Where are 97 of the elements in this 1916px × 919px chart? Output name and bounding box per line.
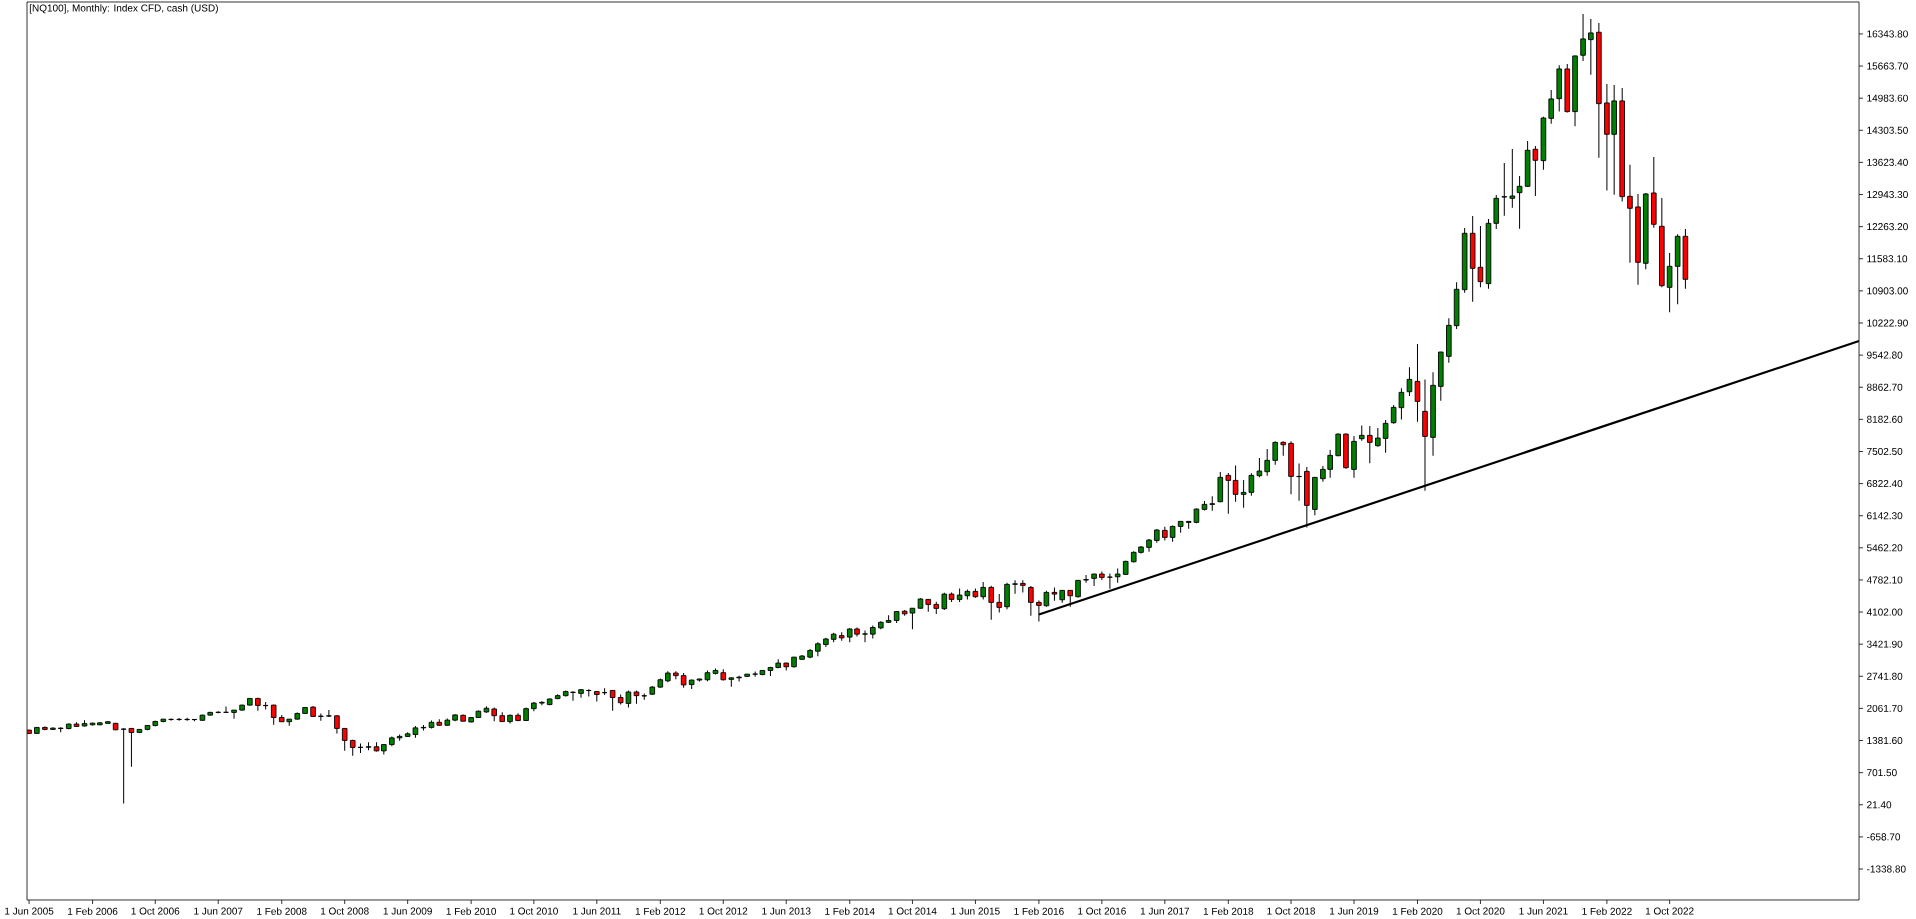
candlestick (673, 670, 679, 680)
y-tick-label: 8182.60 (1867, 415, 1903, 423)
candlestick (1509, 148, 1516, 209)
candlestick (1107, 572, 1113, 590)
chart-title: [NQ100], Monthly: Index CFD, cash (USD) (29, 4, 218, 14)
candlestick (1375, 427, 1381, 448)
y-tick-label: 15663.70 (1867, 62, 1908, 70)
x-tick-label: 1 Oct 2010 (510, 907, 558, 915)
candlestick (1580, 13, 1586, 62)
y-tick-label: 6142.30 (1867, 512, 1903, 520)
x-tick-label: 1 Feb 2020 (1392, 907, 1443, 915)
candlestick (334, 714, 340, 735)
x-tick-label: 1 Oct 2022 (1645, 907, 1694, 915)
x-tick-label: 1 Jun 2011 (573, 907, 621, 915)
candlestick (1516, 175, 1523, 230)
candlestick (736, 675, 742, 683)
candlestick (1091, 573, 1097, 587)
y-tick-label: 12943.30 (1867, 190, 1908, 199)
x-tick-label: 1 Oct 2008 (321, 907, 369, 915)
candlestick (996, 593, 1003, 613)
x-tick-label: 1 Oct 2020 (1456, 907, 1505, 915)
x-tick-label: 1 Jun 2005 (5, 907, 54, 915)
candlestick (862, 629, 868, 643)
y-tick-label: 14303.50 (1867, 126, 1908, 134)
candlestick (231, 709, 237, 720)
x-tick-label: 1 Feb 2018 (1203, 907, 1254, 915)
y-tick-label: 4782.10 (1866, 576, 1903, 584)
x-tick-label: 1 Oct 2018 (1267, 907, 1316, 915)
x-tick-label: 1 Feb 2012 (635, 907, 686, 915)
y-tick-label: 10903.00 (1867, 287, 1908, 295)
candlestick (168, 717, 174, 722)
candlestick (988, 585, 994, 621)
y-tick-label: 4102.00 (1866, 608, 1903, 616)
candlestick (341, 727, 348, 752)
y-tick-label: 3421.90 (1866, 640, 1903, 648)
y-tick-label: 12263.20 (1867, 223, 1908, 231)
y-tick-label: 701.50 (1867, 769, 1897, 777)
candlestick (1367, 425, 1373, 464)
candlestick (1028, 585, 1034, 617)
y-tick-label: 9542.80 (1867, 351, 1903, 359)
y-tick-label: 6822.40 (1867, 480, 1903, 488)
x-tick-label: 1 Oct 2012 (699, 907, 748, 915)
y-tick-label: 16343.80 (1867, 30, 1908, 38)
candlestick (1627, 164, 1633, 264)
y-tick-label: 8862.70 (1867, 383, 1903, 391)
y-tick-label: 21.40 (1867, 801, 1892, 809)
y-tick-label: 10222.90 (1867, 319, 1908, 327)
candlestick (1004, 582, 1010, 610)
candlestick (539, 700, 545, 706)
x-tick-label: 1 Jun 2007 (194, 907, 243, 915)
candlestick (1501, 162, 1508, 217)
y-tick-label: -1338.80 (1867, 865, 1906, 873)
candlestick (270, 704, 277, 726)
candlestick (609, 689, 616, 712)
y-tick-label: 2061.70 (1867, 704, 1903, 712)
candlestick (1382, 419, 1389, 454)
x-tick-label: 1 Jun 2013 (762, 907, 811, 915)
y-tick-label: 11583.10 (1867, 255, 1908, 263)
x-tick-label: 1 Feb 2008 (257, 907, 307, 915)
candlestick (1264, 448, 1270, 477)
y-tick-label: 13623.40 (1867, 158, 1908, 166)
x-tick-label: 1 Jun 2009 (383, 907, 432, 915)
candlestick (1083, 574, 1089, 584)
x-tick-label: 1 Feb 2010 (446, 907, 497, 915)
candlestick (1272, 440, 1278, 466)
candlestick (223, 705, 229, 714)
x-tick-label: 1 Feb 2016 (1014, 907, 1064, 915)
candlestick (1406, 366, 1413, 397)
candlestick (1414, 343, 1421, 423)
candlestick (1296, 462, 1302, 502)
candlestick (1209, 495, 1216, 512)
x-tick-label: 1 Jun 2017 (1140, 907, 1190, 915)
x-tick-label: 1 Jun 2019 (1330, 907, 1379, 915)
x-tick-label: 1 Oct 2014 (888, 907, 937, 915)
candlestick (1256, 457, 1263, 478)
candlestick (326, 709, 332, 718)
y-tick-label: 1381.60 (1867, 737, 1903, 745)
y-tick-label: 2741.80 (1867, 672, 1903, 680)
y-tick-label: 5462.20 (1866, 544, 1903, 552)
y-tick-label: 14983.60 (1867, 94, 1908, 102)
candlestick (1225, 472, 1232, 515)
x-tick-label: 1 Feb 2014 (825, 907, 875, 915)
y-tick-label: 7502.50 (1867, 447, 1903, 456)
x-tick-label: 1 Feb 2006 (68, 907, 118, 915)
y-tick-label: -658.70 (1867, 833, 1901, 841)
candlestick (176, 717, 182, 722)
x-tick-label: 1 Oct 2006 (131, 907, 180, 915)
x-tick-label: 1 Oct 2016 (1078, 907, 1126, 915)
x-tick-label: 1 Feb 2022 (1582, 907, 1632, 915)
candlestick (1666, 252, 1673, 313)
candlestick (1548, 89, 1554, 125)
candlestick (1012, 579, 1018, 595)
candlestick (318, 712, 324, 722)
candlestick (1232, 464, 1239, 503)
candlestick (1588, 18, 1594, 76)
x-tick-label: 1 Jun 2021 (1519, 907, 1568, 915)
x-tick-label: 1 Jun 2015 (951, 907, 1000, 915)
